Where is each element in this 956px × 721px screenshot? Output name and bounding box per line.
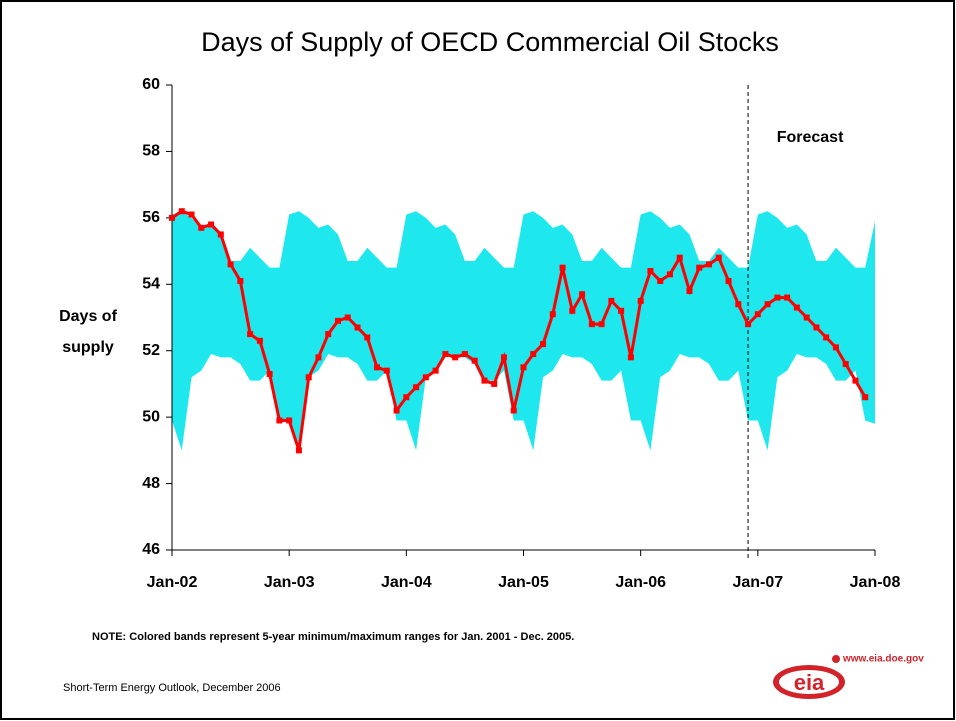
series-marker bbox=[169, 214, 175, 221]
series-marker bbox=[481, 377, 488, 384]
y-tick-label: 50 bbox=[142, 408, 160, 425]
series-marker bbox=[471, 357, 478, 364]
series-marker bbox=[383, 367, 390, 374]
series-marker bbox=[852, 377, 859, 384]
series-marker bbox=[862, 394, 869, 401]
series-marker bbox=[520, 364, 527, 371]
source: Short-Term Energy Outlook, December 2006 bbox=[63, 682, 281, 694]
y-tick-label: 48 bbox=[142, 475, 160, 492]
series-marker bbox=[315, 354, 322, 361]
series-marker bbox=[608, 297, 615, 304]
series-marker bbox=[676, 254, 683, 261]
series-marker bbox=[344, 314, 351, 321]
y-tick-label: 52 bbox=[142, 342, 160, 359]
series-marker bbox=[178, 208, 185, 215]
x-tick-label: Jan-05 bbox=[498, 574, 549, 591]
series-marker bbox=[793, 304, 800, 311]
series-marker bbox=[706, 261, 713, 268]
series-marker bbox=[422, 374, 429, 381]
chart-title: Days of Supply of OECD Commercial Oil St… bbox=[201, 27, 779, 57]
x-tick-label: Jan-02 bbox=[147, 574, 198, 591]
series-marker bbox=[784, 294, 791, 301]
forecast-label: Forecast bbox=[777, 129, 844, 146]
series-marker bbox=[305, 374, 312, 381]
series-marker bbox=[403, 394, 410, 401]
series-marker bbox=[754, 311, 761, 318]
series-marker bbox=[188, 211, 195, 218]
series-marker bbox=[500, 354, 507, 361]
logo-url: www.eia.doe.gov bbox=[842, 654, 924, 665]
series-marker bbox=[735, 301, 742, 308]
series-marker bbox=[832, 344, 839, 351]
series-marker bbox=[247, 331, 254, 338]
series-marker bbox=[774, 294, 781, 301]
series-marker bbox=[364, 334, 371, 341]
x-tick-label: Jan-03 bbox=[264, 574, 315, 591]
series-marker bbox=[579, 291, 586, 298]
y-tick-label: 46 bbox=[142, 541, 160, 558]
y-tick-label: 54 bbox=[142, 276, 160, 293]
series-marker bbox=[540, 341, 547, 348]
series-marker bbox=[413, 384, 420, 391]
series-marker bbox=[276, 417, 283, 424]
series-marker bbox=[559, 264, 566, 271]
series-marker bbox=[237, 277, 244, 284]
series-marker bbox=[295, 447, 302, 454]
series-marker bbox=[657, 277, 664, 284]
logo: eia www.eia.doe.gov bbox=[773, 654, 924, 699]
series-marker bbox=[325, 331, 332, 338]
series-marker bbox=[813, 324, 820, 331]
series-marker bbox=[227, 261, 234, 268]
y-tick-label: 60 bbox=[142, 76, 160, 93]
series-marker bbox=[461, 351, 468, 358]
series-marker bbox=[334, 317, 341, 324]
series-marker bbox=[452, 354, 459, 361]
series-marker bbox=[491, 380, 498, 387]
x-tick-label: Jan-06 bbox=[615, 574, 666, 591]
series-marker bbox=[637, 297, 644, 304]
series-marker bbox=[715, 254, 722, 261]
logo-shape bbox=[779, 670, 839, 694]
y-axis-label: supply bbox=[62, 339, 114, 356]
series-marker bbox=[647, 268, 654, 274]
series-marker bbox=[842, 361, 849, 367]
series-marker bbox=[256, 337, 263, 344]
series-marker bbox=[393, 407, 400, 414]
series-marker bbox=[725, 277, 732, 284]
series-marker bbox=[354, 324, 361, 331]
note: NOTE: Colored bands represent 5-year min… bbox=[92, 631, 574, 643]
series-marker bbox=[627, 354, 634, 361]
series-marker bbox=[217, 231, 224, 238]
series-marker bbox=[510, 407, 517, 414]
series-marker bbox=[530, 351, 537, 358]
series-marker bbox=[686, 287, 693, 294]
series-marker bbox=[803, 314, 810, 321]
series-marker bbox=[823, 334, 830, 341]
series-marker bbox=[696, 264, 703, 271]
series-marker bbox=[745, 321, 752, 328]
y-tick-label: 58 bbox=[142, 143, 160, 160]
series-marker bbox=[666, 271, 673, 278]
x-tick-label: Jan-07 bbox=[732, 574, 783, 591]
x-tick-label: Jan-08 bbox=[850, 574, 901, 591]
series-marker bbox=[208, 221, 215, 228]
series-marker bbox=[432, 367, 439, 374]
series-marker bbox=[549, 311, 556, 318]
y-axis-label: Days of bbox=[59, 308, 117, 325]
series-marker bbox=[569, 307, 576, 314]
logo-dot bbox=[832, 655, 840, 663]
series-marker bbox=[266, 370, 273, 377]
x-tick-label: Jan-04 bbox=[381, 574, 432, 591]
series-marker bbox=[442, 351, 449, 358]
series-marker bbox=[374, 364, 381, 371]
series-marker bbox=[588, 321, 595, 328]
series-marker bbox=[198, 224, 205, 231]
y-tick-label: 56 bbox=[142, 209, 160, 226]
series-marker bbox=[286, 417, 293, 424]
logo-text: eia bbox=[794, 670, 825, 695]
series-marker bbox=[598, 321, 605, 328]
series-marker bbox=[618, 307, 625, 314]
series-marker bbox=[764, 301, 771, 308]
